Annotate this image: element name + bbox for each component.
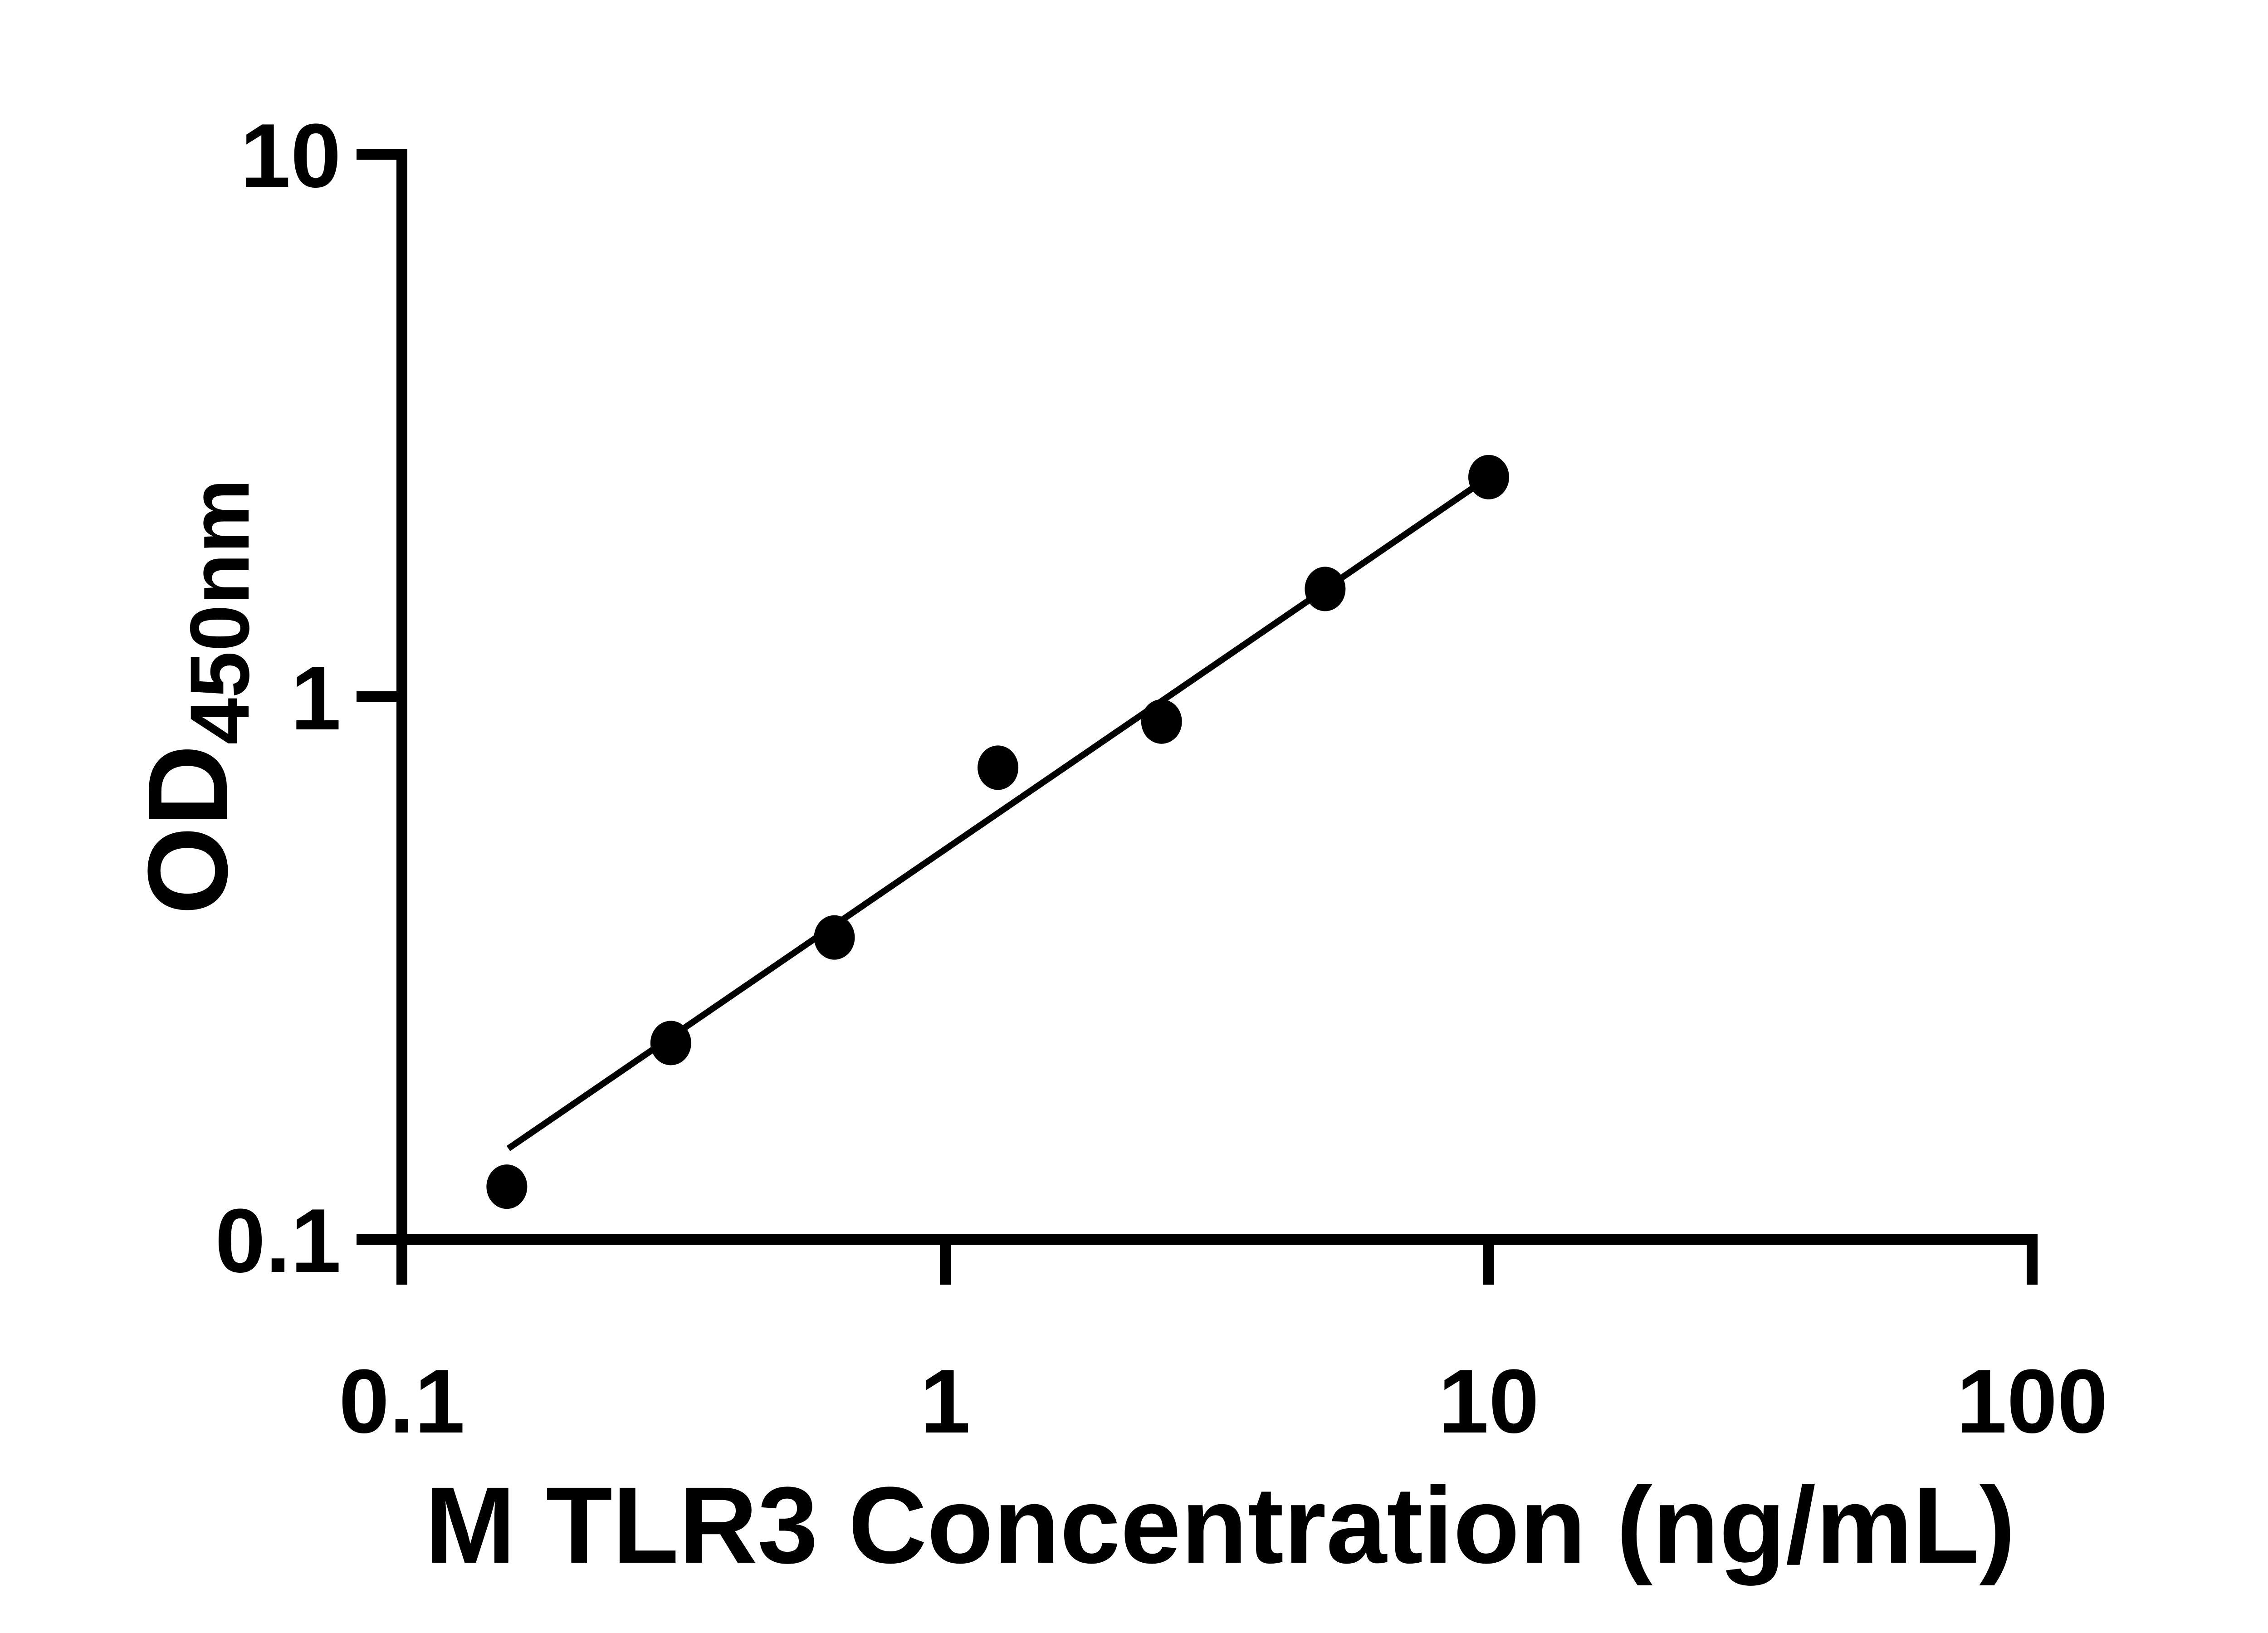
- data-point-5: [1141, 699, 1182, 744]
- axis-ticks: [357, 149, 2038, 1285]
- data-point-2: [650, 1021, 691, 1066]
- plot-layer: [486, 455, 1509, 1209]
- y-tick-label-1: 1: [291, 648, 341, 749]
- data-point-6: [1305, 567, 1346, 611]
- data-point-4: [978, 745, 1019, 790]
- tick-labels: 0.1 1 10 0.1 1 10 100: [215, 105, 2108, 1452]
- data-point-7: [1468, 455, 1509, 499]
- x-tick-label-100: 100: [1956, 1351, 2108, 1452]
- y-tick-label-0.1: 0.1: [215, 1190, 341, 1291]
- axes: [396, 149, 2038, 1245]
- data-point-3: [814, 915, 855, 960]
- x-axis-title: M TLR3 Concentration (ng/mL): [425, 1464, 2015, 1586]
- data-point-1: [486, 1164, 528, 1209]
- y-axis-title-subscript: 450nm: [173, 479, 267, 744]
- x-tick-label-1: 1: [920, 1351, 970, 1452]
- y-axis-title-main: OD: [124, 745, 251, 915]
- x-tick-label-0.1: 0.1: [339, 1351, 465, 1452]
- x-tick-label-10: 10: [1438, 1351, 1539, 1452]
- y-axis-title: OD450nm: [124, 479, 267, 914]
- y-tick-label-10: 10: [240, 105, 341, 206]
